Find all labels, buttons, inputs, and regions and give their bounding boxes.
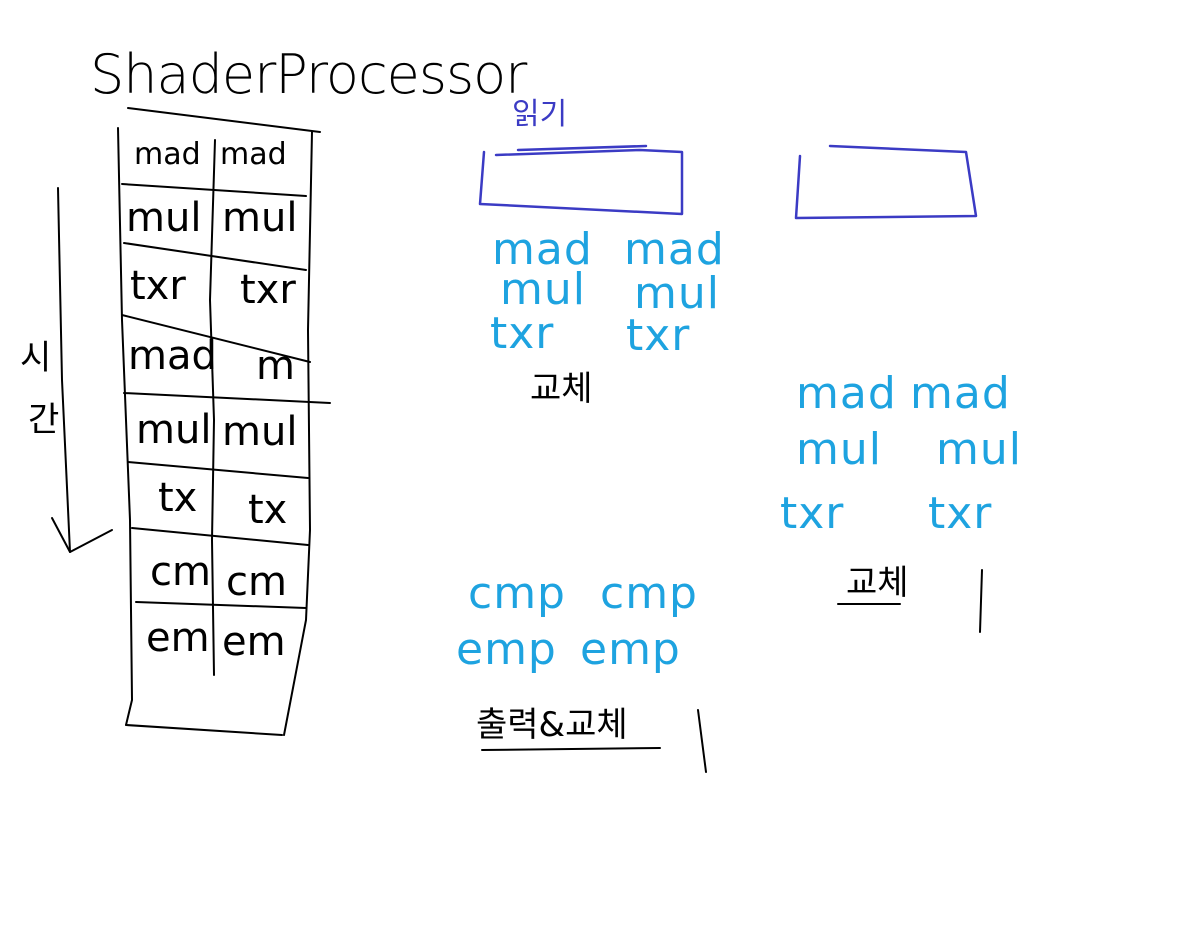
- table-cell-left: cm: [150, 549, 211, 595]
- table-top-edge: [127, 107, 321, 133]
- group-a-box: [478, 148, 684, 216]
- table-bottom-edge: [125, 724, 283, 736]
- group-a-op: mul: [634, 268, 720, 319]
- group-b-op: mul: [796, 424, 882, 475]
- table-left-edge: [117, 127, 133, 726]
- table-cell-left: tx: [158, 475, 198, 521]
- group-b-bar: [979, 569, 983, 633]
- table-cell-right: mul: [222, 409, 298, 455]
- group-c-op: emp: [580, 624, 681, 675]
- group-c-op: cmp: [468, 568, 566, 619]
- table-cell-right: tx: [248, 487, 288, 533]
- group-c-underline: [481, 747, 661, 751]
- group-a-op: mad: [624, 224, 725, 275]
- table-cell-right: mul: [222, 195, 298, 241]
- table-cell-right: cm: [226, 559, 287, 605]
- group-b-op: txr: [780, 488, 845, 539]
- group-a-label-underline: [516, 144, 648, 152]
- group-a-op: mad: [492, 224, 593, 275]
- group-c-note: 출력&교체: [476, 705, 628, 745]
- table-cell-left: em: [146, 615, 210, 661]
- table-cell-left: mad: [134, 137, 201, 172]
- group-b-box: [794, 144, 978, 220]
- time-label-char-1: 시: [20, 338, 52, 378]
- table-cell-left: txr: [130, 263, 186, 309]
- group-c-op: emp: [456, 624, 557, 675]
- group-a-note: 교체: [530, 369, 593, 409]
- group-a-label: 읽기: [512, 97, 568, 132]
- group-a-op: txr: [626, 310, 691, 361]
- table-cell-left: mad: [128, 333, 217, 379]
- group-b-op: txr: [928, 488, 993, 539]
- group-a-op: mul: [500, 264, 586, 315]
- group-b-note: 교체: [846, 563, 909, 603]
- group-b-op: mad: [796, 368, 897, 419]
- group-c-bar: [697, 709, 707, 773]
- table-cell-right: m: [256, 343, 295, 389]
- table-cell-right: txr: [240, 267, 296, 313]
- table-column-divider: [209, 139, 216, 676]
- table-right-edge: [283, 131, 313, 736]
- time-arrow-shaft: [57, 187, 71, 553]
- time-arrow-head: [51, 517, 113, 553]
- table-cell-right: em: [222, 619, 286, 665]
- table-cell-right: mad: [220, 137, 287, 172]
- group-c-op: cmp: [600, 568, 698, 619]
- group-a-op: txr: [490, 308, 555, 359]
- time-label-char-2: 간: [28, 400, 60, 440]
- page-title: ShaderProcessor: [90, 43, 527, 106]
- group-b-op: mul: [936, 424, 1022, 475]
- table-cell-left: mul: [126, 195, 202, 241]
- group-b-op: mad: [910, 368, 1011, 419]
- table-cell-left: mul: [136, 407, 212, 453]
